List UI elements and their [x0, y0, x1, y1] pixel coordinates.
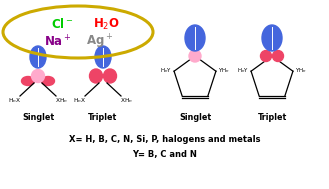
Ellipse shape — [104, 69, 116, 83]
Ellipse shape — [95, 46, 111, 68]
Ellipse shape — [21, 77, 35, 85]
Text: Triplet: Triplet — [257, 114, 287, 122]
Text: X= H, B, C, N, Si, P, halogens and metals: X= H, B, C, N, Si, P, halogens and metal… — [69, 135, 260, 143]
Text: Singlet: Singlet — [179, 114, 211, 122]
Text: YH$_n$: YH$_n$ — [295, 66, 307, 75]
Ellipse shape — [32, 70, 44, 83]
Text: H$_n$X: H$_n$X — [9, 97, 21, 105]
Ellipse shape — [30, 46, 46, 68]
Text: H$_2$O: H$_2$O — [92, 16, 119, 32]
Ellipse shape — [41, 77, 55, 85]
Ellipse shape — [262, 25, 282, 51]
Text: H$_n$Y: H$_n$Y — [160, 66, 172, 75]
Text: H$_n$X: H$_n$X — [73, 97, 87, 105]
Ellipse shape — [185, 25, 205, 51]
Ellipse shape — [272, 50, 284, 61]
Text: XH$_n$: XH$_n$ — [119, 97, 132, 105]
Text: Singlet: Singlet — [22, 114, 54, 122]
Ellipse shape — [261, 50, 271, 61]
Text: Na$^+$: Na$^+$ — [44, 34, 72, 50]
Text: Ag$^+$: Ag$^+$ — [87, 33, 114, 51]
Text: Triplet: Triplet — [89, 114, 118, 122]
Text: XH$_n$: XH$_n$ — [55, 97, 67, 105]
Text: YH$_n$: YH$_n$ — [218, 66, 230, 75]
Ellipse shape — [89, 69, 103, 83]
Text: Cl$^-$: Cl$^-$ — [51, 17, 73, 31]
Ellipse shape — [189, 50, 201, 62]
Text: Y= B, C and N: Y= B, C and N — [132, 149, 197, 159]
Text: H$_n$Y: H$_n$Y — [237, 66, 249, 75]
